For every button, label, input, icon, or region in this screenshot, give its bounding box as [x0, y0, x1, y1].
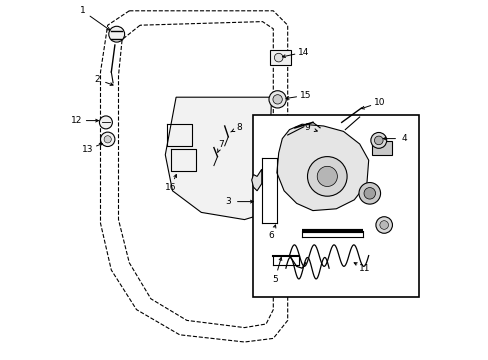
Text: 4: 4 — [401, 134, 407, 143]
Text: 3: 3 — [225, 197, 231, 206]
Circle shape — [379, 221, 387, 229]
Text: 10: 10 — [373, 98, 385, 107]
Polygon shape — [165, 97, 271, 220]
Circle shape — [307, 157, 346, 196]
Circle shape — [268, 91, 285, 108]
Text: 9: 9 — [304, 123, 310, 132]
Text: 16: 16 — [164, 183, 176, 192]
Text: 15: 15 — [299, 91, 311, 100]
Text: 7: 7 — [218, 140, 224, 149]
Circle shape — [358, 183, 380, 204]
Text: 8: 8 — [236, 123, 242, 132]
Polygon shape — [276, 124, 368, 211]
Circle shape — [99, 116, 112, 129]
Circle shape — [104, 136, 111, 143]
Circle shape — [272, 95, 282, 104]
Polygon shape — [251, 169, 261, 191]
Circle shape — [108, 26, 124, 42]
Text: 12: 12 — [71, 116, 82, 125]
Bar — [270, 50, 291, 65]
Text: 11: 11 — [359, 264, 370, 273]
Text: 2: 2 — [94, 75, 100, 84]
Text: 14: 14 — [298, 48, 309, 57]
Circle shape — [317, 166, 337, 186]
Bar — [371, 141, 391, 155]
Circle shape — [370, 132, 386, 148]
Circle shape — [374, 136, 382, 145]
Circle shape — [375, 217, 392, 233]
Text: 13: 13 — [82, 145, 94, 154]
Circle shape — [274, 53, 283, 62]
Text: 6: 6 — [268, 231, 274, 240]
Circle shape — [101, 132, 115, 147]
Text: 1: 1 — [80, 6, 85, 15]
Text: 5: 5 — [272, 275, 277, 284]
Bar — [253, 115, 418, 297]
Circle shape — [363, 188, 375, 199]
